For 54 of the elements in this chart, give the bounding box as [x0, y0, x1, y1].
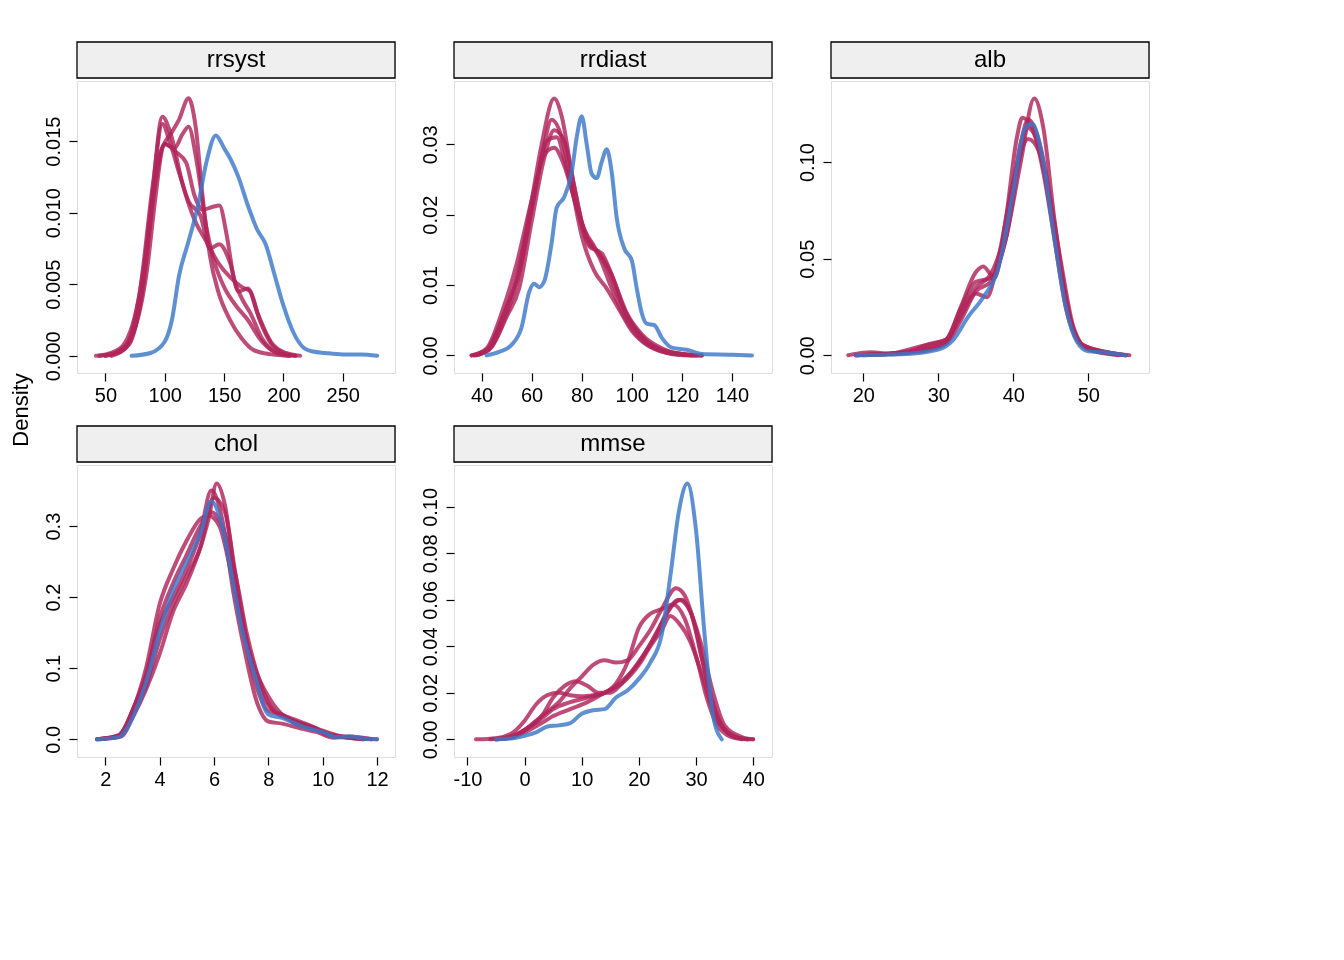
chart-title: mmse [580, 429, 646, 456]
x-tick-label: 20 [852, 383, 875, 406]
y-tick-label: 0.005 [41, 259, 64, 310]
y-tick-label: 0.02 [418, 195, 441, 235]
x-tick-label: 50 [1077, 383, 1100, 406]
x-tick-label: 40 [1002, 383, 1025, 406]
x-tick-label: 40 [470, 383, 494, 406]
y-tick-label: 0.015 [41, 116, 64, 167]
y-axis-title: Density [8, 373, 33, 447]
y-tick-label: 0.08 [418, 534, 441, 574]
x-tick-label: 200 [267, 383, 301, 406]
x-tick-label: -10 [453, 767, 483, 790]
y-tick-label: 0.01 [418, 266, 441, 306]
x-tick-label: 12 [366, 767, 389, 790]
y-tick-label: 0.3 [41, 512, 64, 541]
x-tick-label: 10 [571, 767, 594, 790]
chart-title: rrdiast [579, 45, 647, 72]
y-tick-label: 0.10 [795, 143, 818, 183]
x-tick-label: 100 [615, 383, 649, 406]
x-tick-label: 6 [208, 767, 221, 790]
x-tick-label: 30 [685, 767, 708, 790]
y-tick-label: 0.03 [418, 125, 441, 165]
x-tick-label: 50 [94, 383, 118, 406]
y-tick-label: 0.000 [41, 331, 64, 382]
y-tick-label: 0.10 [418, 487, 441, 527]
chart-title: rrsyst [206, 45, 266, 72]
y-tick-label: 0.00 [795, 336, 818, 376]
x-tick-label: 140 [715, 383, 750, 406]
x-tick-label: 20 [628, 767, 651, 790]
y-tick-label: 0.2 [41, 583, 64, 612]
y-tick-label: 0.02 [418, 673, 441, 713]
x-tick-label: 100 [148, 383, 182, 406]
x-tick-label: 4 [154, 767, 166, 790]
x-tick-label: 30 [927, 383, 950, 406]
chart-title: alb [973, 45, 1007, 72]
x-tick-label: 120 [665, 383, 700, 406]
x-tick-label: 60 [521, 383, 544, 406]
y-tick-label: 0.00 [418, 336, 441, 376]
x-tick-label: 150 [207, 383, 242, 406]
y-tick-label: 0.00 [418, 720, 441, 760]
x-tick-label: 10 [312, 767, 335, 790]
x-tick-label: 40 [742, 767, 765, 790]
y-tick-label: 0.1 [41, 654, 64, 683]
chart-title: chol [213, 429, 259, 456]
x-tick-label: 250 [326, 383, 360, 406]
x-tick-label: 0 [519, 767, 531, 790]
y-tick-label: 0.010 [41, 188, 64, 239]
y-tick-label: 0.05 [795, 239, 818, 279]
y-tick-label: 0.06 [418, 580, 441, 620]
x-tick-label: 80 [571, 383, 594, 406]
y-tick-label: 0.04 [418, 627, 441, 667]
y-tick-label: 0.0 [41, 725, 64, 754]
x-tick-label: 2 [100, 767, 112, 790]
x-tick-label: 8 [263, 767, 275, 790]
